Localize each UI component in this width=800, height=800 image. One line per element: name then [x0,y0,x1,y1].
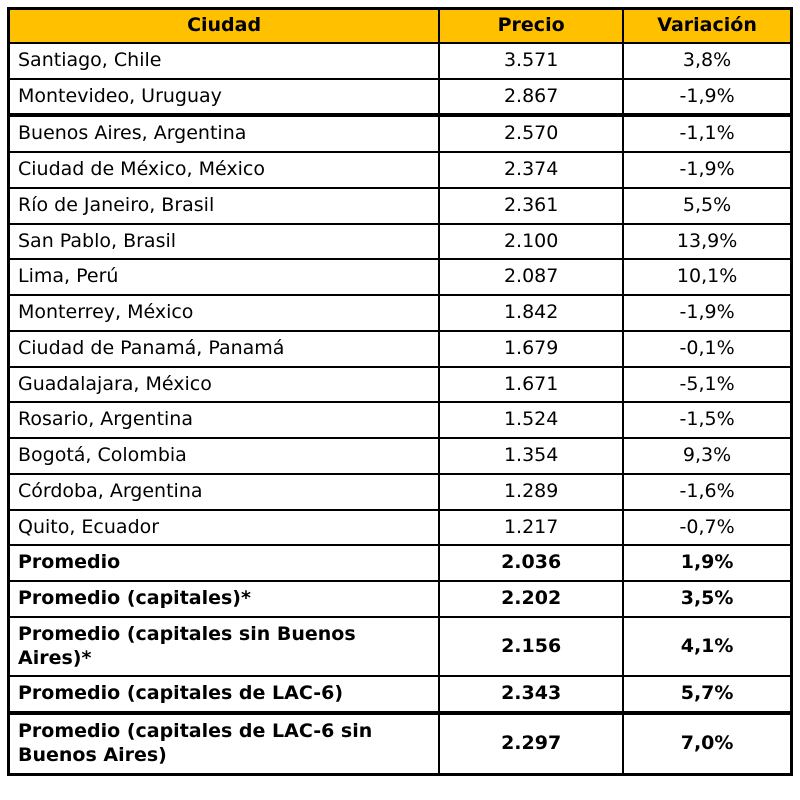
table-row: Promedio (capitales de LAC-6 sin Buenos … [7,712,793,775]
table-row: Promedio (capitales sin Buenos Aires)* 2.… [7,615,793,678]
header-ciudad: Ciudad [7,7,441,44]
price-cell: 1.217 [438,508,625,547]
table-row: Promedio (capitales de LAC-6) 2.343 5,7% [7,675,793,715]
variation-cell: 1,9% [622,544,793,582]
variation-cell: 4,1% [622,615,793,678]
city-cell: Rosario, Argentina [7,401,441,439]
table-row: Ciudad de México, México 2.374 -1,9% [7,151,793,189]
variation-cell: 7,0% [622,712,793,775]
price-cell: 2.361 [438,186,625,225]
city-cell: Buenos Aires, Argentina [7,114,441,153]
variation-cell: -1,6% [622,472,793,511]
city-cell: Promedio (capitales sin Buenos Aires)* [7,615,441,678]
city-cell: Ciudad de México, México [7,151,441,189]
header-precio: Precio [438,7,625,44]
variation-cell: 3,8% [622,41,793,80]
variation-cell: 3,5% [622,580,793,618]
table-row: Promedio (capitales)* 2.202 3,5% [7,580,793,618]
price-cell: 2.297 [438,712,625,775]
header-row: Ciudad Precio Variación [7,7,793,44]
city-cell: San Pablo, Brasil [7,222,441,261]
variation-cell: -0,1% [622,329,793,368]
city-cell: Promedio (capitales)* [7,580,441,618]
city-cell: Promedio (capitales de LAC-6 sin Buenos … [7,712,441,775]
price-cell: 2.570 [438,114,625,153]
variation-cell: 13,9% [622,222,793,261]
price-cell: 2.867 [438,77,625,118]
variation-cell: -5,1% [622,365,793,404]
table-row: Monterrey, México 1.842 -1,9% [7,294,793,332]
variation-cell: 9,3% [622,437,793,475]
table-row: Santiago, Chile 3.571 3,8% [7,41,793,80]
price-cell: 2.087 [438,258,625,296]
price-cell: 2.374 [438,151,625,189]
table-row: Córdoba, Argentina 1.289 -1,6% [7,472,793,511]
table-row: San Pablo, Brasil 2.100 13,9% [7,222,793,261]
table-row: Lima, Perú 2.087 10,1% [7,258,793,296]
price-cell: 1.354 [438,437,625,475]
city-cell: Santiago, Chile [7,41,441,80]
table-row: Guadalajara, México 1.671 -5,1% [7,365,793,404]
city-cell: Montevideo, Uruguay [7,77,441,118]
price-cell: 2.036 [438,544,625,582]
city-cell: Río de Janeiro, Brasil [7,186,441,225]
variation-cell: -0,7% [622,508,793,547]
price-cell: 3.571 [438,41,625,80]
price-cell: 1.671 [438,365,625,404]
table-row: Buenos Aires, Argentina 2.570 -1,1% [7,114,793,153]
variation-cell: -1,9% [622,294,793,332]
header-variacion: Variación [622,7,793,44]
city-cell: Promedio [7,544,441,582]
table-row: Quito, Ecuador 1.217 -0,7% [7,508,793,547]
price-cell: 2.202 [438,580,625,618]
variation-cell: -1,5% [622,401,793,439]
variation-cell: 5,5% [622,186,793,225]
price-cell: 2.156 [438,615,625,678]
table-row: Montevideo, Uruguay 2.867 -1,9% [7,77,793,118]
price-cell: 1.289 [438,472,625,511]
city-cell: Guadalajara, México [7,365,441,404]
price-cell: 1.524 [438,401,625,439]
variation-cell: -1,1% [622,114,793,153]
price-cell: 1.842 [438,294,625,332]
city-cell: Córdoba, Argentina [7,472,441,511]
city-cell: Monterrey, México [7,294,441,332]
variation-cell: -1,9% [622,151,793,189]
table-row: Rosario, Argentina 1.524 -1,5% [7,401,793,439]
table-row: Ciudad de Panamá, Panamá 1.679 -0,1% [7,329,793,368]
city-cell: Promedio (capitales de LAC-6) [7,675,441,715]
city-price-table: Ciudad Precio Variación Santiago, Chile 3… [7,7,793,776]
table-row: Río de Janeiro, Brasil 2.361 5,5% [7,186,793,225]
variation-cell: 5,7% [622,675,793,715]
variation-cell: -1,9% [622,77,793,118]
city-cell: Quito, Ecuador [7,508,441,547]
price-cell: 2.100 [438,222,625,261]
table-header: Ciudad Precio Variación [7,7,793,44]
table-row: Bogotá, Colombia 1.354 9,3% [7,437,793,475]
city-cell: Lima, Perú [7,258,441,296]
city-cell: Bogotá, Colombia [7,437,441,475]
table-row: Promedio 2.036 1,9% [7,544,793,582]
price-cell: 2.343 [438,675,625,715]
table-body: Santiago, Chile 3.571 3,8% Montevideo, Urug… [7,41,793,775]
city-cell: Ciudad de Panamá, Panamá [7,329,441,368]
variation-cell: 10,1% [622,258,793,296]
price-cell: 1.679 [438,329,625,368]
